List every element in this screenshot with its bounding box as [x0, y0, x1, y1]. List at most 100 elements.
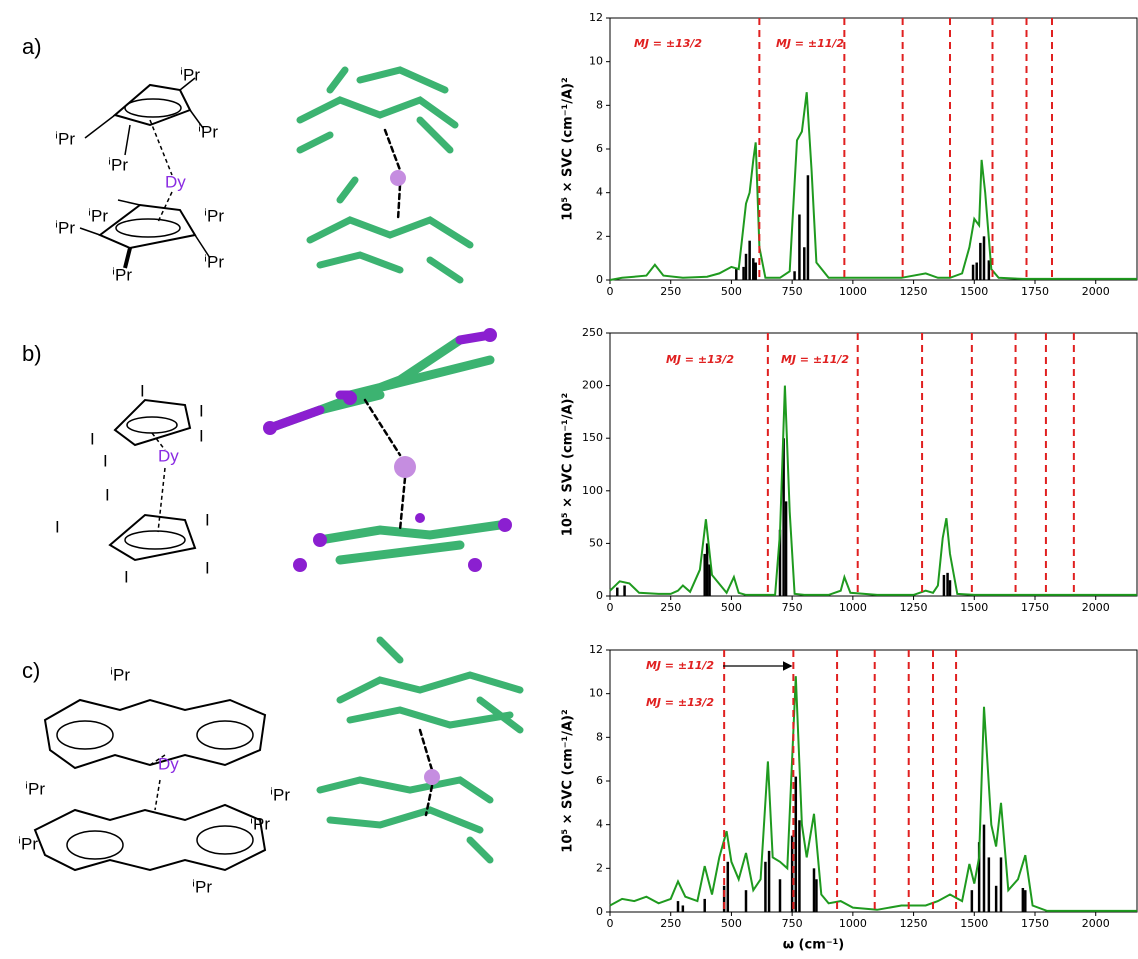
spectrum-line: [610, 92, 1137, 280]
x-tick-label: 1000: [839, 917, 867, 930]
annotation: MJ = ±11/2: [776, 37, 844, 50]
x-tick-label: 0: [607, 285, 614, 298]
x-tick-label: 2000: [1082, 285, 1110, 298]
y-tick-label: 250: [582, 326, 603, 339]
annotation: MJ = ±11/2: [646, 659, 714, 672]
y-tick-label: 12: [589, 11, 603, 24]
y-axis-label: 10⁵ × SVC (cm⁻¹/A)²: [561, 709, 576, 852]
spectrum-line: [610, 676, 1137, 911]
substituent-label: ⁱPr: [204, 252, 224, 271]
y-tick-label: 50: [589, 536, 603, 549]
structure-a: [80, 78, 210, 268]
x-tick-label: 250: [660, 601, 681, 614]
substituent-label: I: [199, 426, 204, 445]
substituent-label: ⁱPr: [88, 206, 108, 225]
substituent-label: I: [205, 558, 210, 577]
y-tick-label: 8: [596, 730, 603, 743]
x-tick-label: 500: [721, 285, 742, 298]
structure-b: [110, 400, 195, 560]
render-c: [320, 640, 520, 860]
x-axis-label: ω (cm⁻¹): [783, 938, 845, 953]
substituent-label: I: [140, 381, 145, 400]
substituent-label: ⁱPr: [55, 129, 75, 148]
x-tick-label: 1000: [839, 601, 867, 614]
substituent-label: ⁱPr: [18, 834, 38, 853]
x-tick-label: 1750: [1021, 285, 1049, 298]
x-tick-label: 1750: [1021, 601, 1049, 614]
y-tick-label: 0: [596, 905, 603, 918]
y-tick-label: 6: [596, 142, 603, 155]
x-tick-label: 1500: [960, 917, 988, 930]
x-tick-label: 2000: [1082, 601, 1110, 614]
substituent-label: ⁱPr: [204, 206, 224, 225]
x-tick-label: 500: [721, 601, 742, 614]
substituent-label: I: [124, 567, 129, 586]
y-tick-label: 100: [582, 484, 603, 497]
x-tick-label: 750: [782, 285, 803, 298]
x-tick-label: 1000: [839, 285, 867, 298]
y-tick-label: 8: [596, 98, 603, 111]
metal-label: Dy: [165, 172, 186, 191]
substituent-label: I: [199, 401, 204, 420]
structure-c: [35, 700, 265, 870]
y-tick-label: 4: [596, 818, 603, 831]
x-tick-label: 750: [782, 917, 803, 930]
substituent-label: ⁱPr: [25, 779, 45, 798]
render-a: [300, 70, 470, 280]
y-axis-label: 10⁵ × SVC (cm⁻¹/A)²: [561, 77, 576, 220]
substituent-label: ⁱPr: [112, 265, 132, 284]
y-axis-label: 10⁵ × SVC (cm⁻¹/A)²: [561, 393, 576, 536]
annotation: MJ = ±13/2: [666, 353, 734, 366]
y-tick-label: 4: [596, 186, 603, 199]
y-tick-label: 6: [596, 774, 603, 787]
y-tick-label: 12: [589, 643, 603, 656]
substituent-label: ⁱPr: [180, 65, 200, 84]
x-tick-label: 250: [660, 285, 681, 298]
plot-frame: [610, 18, 1137, 280]
figure: 0246810120250500750100012501500175020001…: [0, 0, 1138, 959]
substituent-label: I: [205, 510, 210, 529]
x-tick-label: 0: [607, 917, 614, 930]
x-tick-label: 2000: [1082, 917, 1110, 930]
x-tick-label: 1750: [1021, 917, 1049, 930]
y-tick-label: 2: [596, 861, 603, 874]
x-tick-label: 1500: [960, 285, 988, 298]
panel-label: b): [22, 341, 42, 366]
annotation: MJ = ±13/2: [646, 696, 714, 709]
plot-frame: [610, 333, 1137, 596]
y-tick-label: 0: [596, 589, 603, 602]
annotation: MJ = ±11/2: [781, 353, 849, 366]
y-tick-label: 150: [582, 431, 603, 444]
render-b: [263, 328, 512, 572]
x-tick-label: 250: [660, 917, 681, 930]
substituent-label: I: [103, 451, 108, 470]
x-tick-label: 0: [607, 601, 614, 614]
substituent-label: I: [105, 485, 110, 504]
y-tick-label: 200: [582, 379, 603, 392]
substituent-label: I: [55, 517, 60, 536]
panel-label: c): [22, 658, 40, 683]
metal-label: Dy: [158, 754, 179, 773]
substituent-label: I: [90, 429, 95, 448]
x-tick-label: 1250: [900, 601, 928, 614]
y-tick-label: 10: [589, 687, 603, 700]
plot-frame: [610, 650, 1137, 912]
substituent-label: ⁱPr: [250, 814, 270, 833]
chart: 0 2 4 6 8 10 12 0 250 500 750 1000 1250 1500 1750 2000 1…: [561, 643, 1138, 953]
substituent-label: ⁱPr: [55, 218, 75, 237]
y-tick-label: 10: [589, 55, 603, 68]
panel-label: a): [22, 34, 42, 59]
x-tick-label: 500: [721, 917, 742, 930]
substituent-label: ⁱPr: [108, 155, 128, 174]
y-tick-label: 2: [596, 229, 603, 242]
x-tick-label: 1250: [900, 285, 928, 298]
x-tick-label: 1250: [900, 917, 928, 930]
substituent-label: ⁱPr: [198, 122, 218, 141]
spectrum-line: [610, 386, 1137, 595]
annotation: MJ = ±13/2: [634, 37, 702, 50]
substituent-label: ⁱPr: [110, 665, 130, 684]
substituent-label: ⁱPr: [192, 877, 212, 896]
